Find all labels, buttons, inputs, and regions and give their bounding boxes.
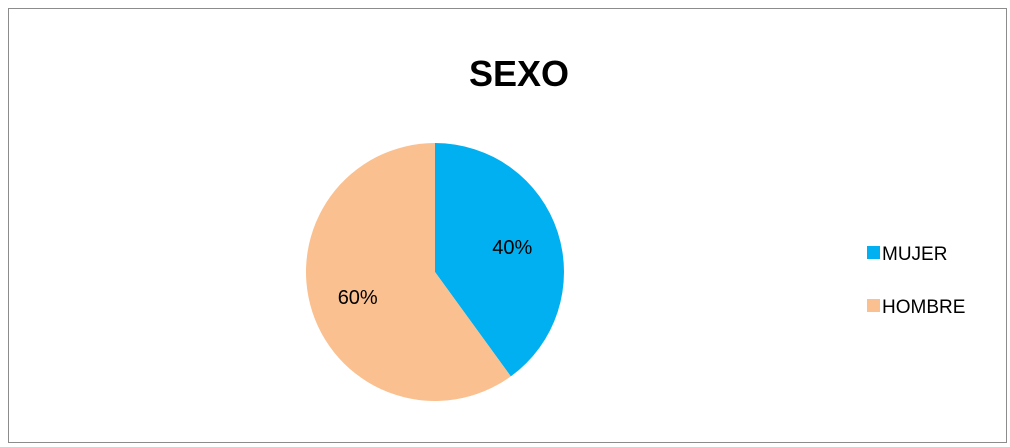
chart-frame: SEXO 40% 60% MUJER HOMBRE xyxy=(8,8,1007,443)
pie-chart: SEXO 40% 60% MUJER HOMBRE xyxy=(305,53,965,402)
data-label-mujer: 40% xyxy=(492,237,532,259)
legend-label-mujer: MUJER xyxy=(882,244,947,265)
legend: MUJER HOMBRE xyxy=(867,244,965,318)
legend-label-hombre: HOMBRE xyxy=(882,297,965,318)
pie-slices xyxy=(305,143,564,402)
pie-slice-mujer xyxy=(435,143,564,377)
legend-swatch-mujer xyxy=(867,246,880,259)
pie-slice-hombre xyxy=(305,143,511,402)
chart-title: SEXO xyxy=(469,53,569,94)
legend-swatch-hombre xyxy=(867,299,880,312)
pie-data-labels: 40% 60% xyxy=(338,237,533,309)
data-label-hombre: 60% xyxy=(338,287,378,309)
